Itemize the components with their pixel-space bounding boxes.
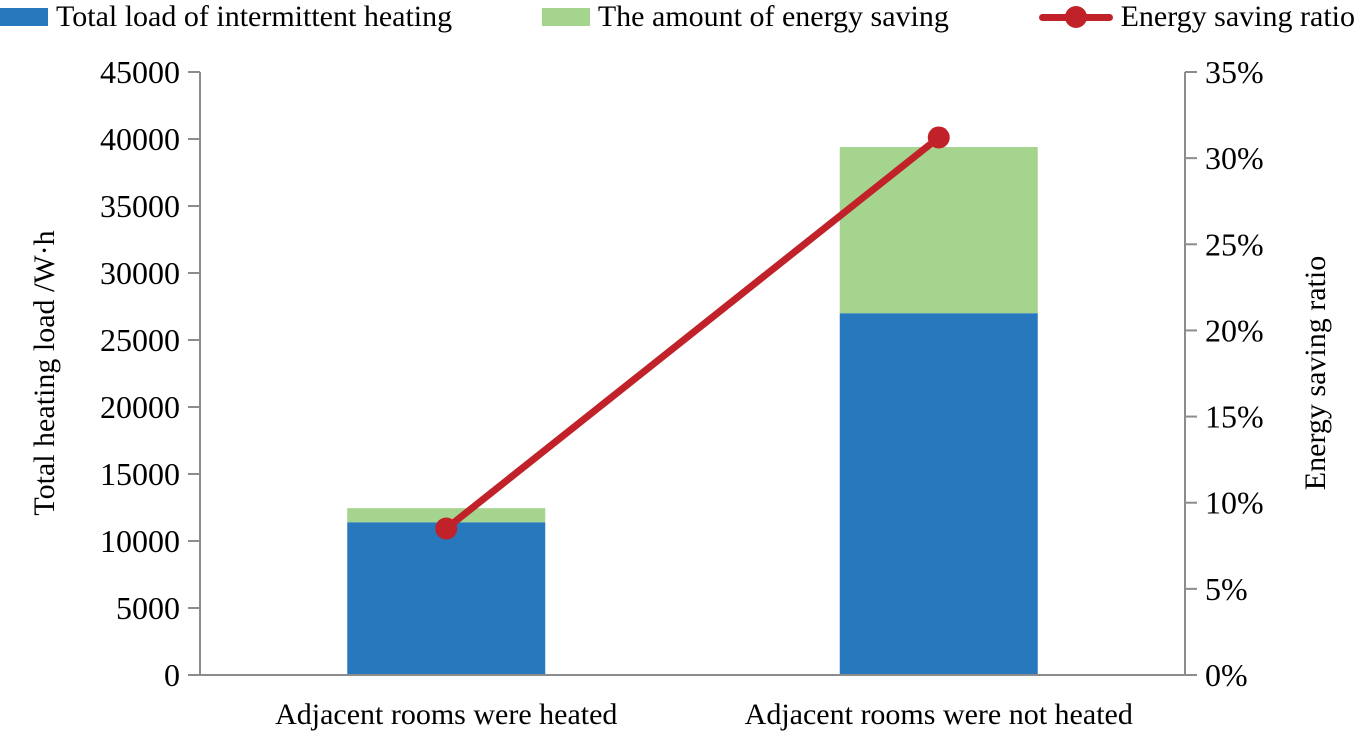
legend-label-saving-ratio: Energy saving ratio	[1120, 0, 1355, 33]
left-axis-tick-label: 5000	[116, 590, 180, 626]
green-bar-swatch-icon	[541, 8, 590, 26]
left-axis-tick-label: 20000	[100, 389, 180, 425]
blue-bar-swatch-icon	[0, 8, 48, 26]
left-axis-tick-label: 45000	[100, 54, 180, 90]
right-axis-tick-label: 10%	[1205, 485, 1264, 521]
x-category-label: Adjacent rooms were not heated	[745, 698, 1133, 731]
legend-label-total-load: Total load of intermittent heating	[56, 0, 453, 33]
bar-segment-series0-cat1	[839, 313, 1038, 675]
left-axis-tick-label: 25000	[100, 322, 180, 358]
bar-segment-series0-cat0	[347, 522, 546, 675]
left-axis-tick-label: 10000	[100, 523, 180, 559]
energy-saving-ratio-line	[442, 133, 943, 533]
left-axis-tick-label: 30000	[100, 255, 180, 291]
left-axis-title: Total heating load /W·h	[28, 230, 61, 516]
legend-item-total-load: Total load of intermittent heating	[0, 0, 452, 34]
red-line-marker-icon	[1038, 5, 1113, 29]
right-axis-tick-label: 30%	[1205, 140, 1264, 176]
bar-segment-series1-cat0	[347, 508, 546, 523]
bar-segment-series1-cat1	[839, 147, 1038, 314]
left-axis-tick-label: 0	[164, 657, 180, 693]
right-axis-tick-label: 0%	[1205, 657, 1248, 693]
right-axis-tick-label: 5%	[1205, 571, 1248, 607]
line-point-marker	[927, 126, 950, 149]
legend-item-energy-saving: The amount of energy saving	[541, 0, 949, 34]
x-category-label: Adjacent rooms were heated	[275, 698, 617, 731]
chart-legend: Total load of intermittent heating The a…	[0, 0, 1355, 34]
left-axis-tick-label: 40000	[100, 121, 180, 157]
line-point-marker	[435, 517, 458, 540]
right-axis-tick-label: 20%	[1205, 312, 1264, 348]
right-axis-tick-label: 35%	[1205, 54, 1264, 90]
left-axis-tick-label: 15000	[100, 456, 180, 492]
legend-item-saving-ratio: Energy saving ratio	[1038, 0, 1355, 34]
left-axis-tick-label: 35000	[100, 188, 180, 224]
legend-label-energy-saving: The amount of energy saving	[597, 0, 949, 33]
right-axis-title: Energy saving ratio	[1299, 255, 1332, 491]
right-axis-tick-label: 15%	[1205, 399, 1264, 435]
right-axis-tick-label: 25%	[1205, 226, 1264, 262]
